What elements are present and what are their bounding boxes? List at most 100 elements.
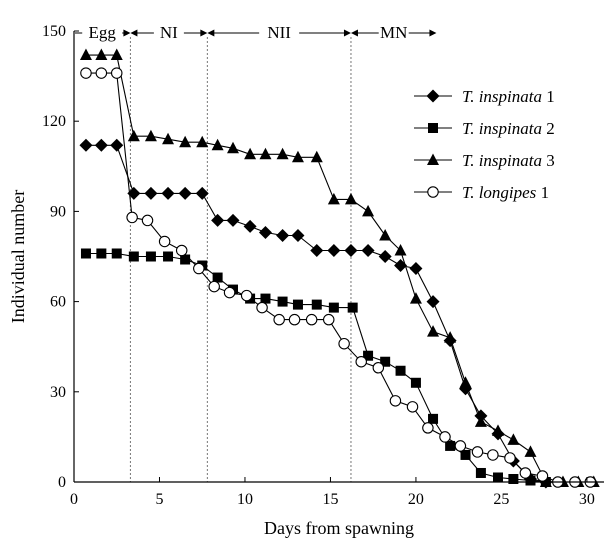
data-point: [389, 395, 402, 407]
legend-label: T. longipes 1: [462, 183, 549, 202]
axes: Days from spawning Individual number 0 30…: [8, 23, 604, 538]
data-point: [361, 243, 375, 257]
data-point: [292, 299, 303, 310]
data-point: [259, 147, 272, 160]
data-point: [180, 254, 191, 265]
data-point: [110, 138, 124, 152]
data-point: [362, 204, 375, 217]
data-point: [327, 243, 341, 257]
data-point: [445, 440, 456, 451]
data-point: [95, 67, 108, 79]
data-point: [128, 251, 139, 262]
data-point: [395, 365, 406, 376]
stage-band: Egg NI NII MN: [75, 21, 437, 482]
data-point: [310, 243, 324, 257]
data-point: [179, 135, 192, 148]
data-point: [427, 325, 440, 337]
stage-label: MN: [380, 23, 407, 42]
x-tick-label: 5: [155, 491, 163, 508]
legend-label: T. inspinata 3: [462, 151, 555, 170]
data-point: [144, 129, 157, 142]
x-tick-label: 30: [579, 491, 595, 508]
y-axis-title: Individual number: [8, 190, 28, 323]
y-tick-label: 90: [50, 203, 66, 220]
data-point: [195, 186, 209, 200]
data-point: [277, 296, 288, 307]
data-point: [471, 446, 484, 458]
data-point: [127, 129, 140, 142]
data-point: [327, 192, 340, 205]
stage-nii: NII: [206, 21, 351, 482]
data-point: [380, 356, 391, 367]
y-tick-label: 30: [50, 384, 66, 401]
data-point: [428, 413, 439, 424]
data-point: [507, 433, 520, 445]
data-point: [110, 67, 123, 79]
legend-entry: T. inspinata 1: [414, 87, 555, 106]
y-tick-label: 60: [50, 294, 66, 311]
data-point: [244, 147, 257, 160]
stage-label: NII: [267, 23, 291, 42]
series-4: [80, 67, 597, 488]
data-point: [305, 313, 318, 326]
data-point: [474, 415, 487, 427]
data-point: [406, 401, 419, 413]
data-point: [212, 272, 223, 283]
data-point: [144, 186, 158, 200]
data-point: [344, 192, 357, 205]
data-point: [110, 48, 123, 61]
data-point: [410, 377, 421, 388]
data-point: [79, 48, 92, 61]
data-point: [80, 67, 92, 79]
stage-label: Egg: [89, 23, 117, 42]
data-point: [310, 150, 323, 163]
y-tick-label: 120: [42, 113, 66, 130]
data-point: [196, 135, 209, 148]
x-tick-label: 20: [408, 491, 424, 508]
data-point: [162, 132, 175, 145]
data-point: [422, 422, 434, 434]
data-point: [95, 48, 108, 61]
data-point: [80, 248, 91, 259]
data-point: [460, 449, 471, 460]
data-point: [256, 301, 268, 314]
legend-entry: T. inspinata 2: [414, 119, 555, 138]
series-3: [79, 48, 600, 487]
data-point: [428, 123, 438, 133]
data-point: [536, 470, 549, 482]
data-point: [223, 286, 236, 299]
data-point: [426, 295, 440, 309]
data-point: [291, 150, 304, 163]
data-point: [322, 313, 335, 326]
legend-entry: T. inspinata 3: [414, 151, 555, 170]
data-point: [240, 289, 253, 302]
data-point: [260, 293, 271, 304]
data-point: [94, 138, 108, 152]
data-point: [145, 251, 156, 262]
data-point: [475, 467, 486, 478]
data-point: [409, 262, 423, 276]
data-point: [394, 243, 407, 256]
data-point: [126, 211, 138, 224]
data-point: [504, 452, 516, 464]
data-point: [193, 262, 205, 275]
data-point: [487, 449, 499, 461]
y-tick-label: 150: [42, 23, 66, 40]
data-point: [525, 475, 536, 486]
data-point: [493, 472, 503, 483]
data-point: [519, 467, 532, 479]
x-tick-label: 0: [70, 491, 78, 508]
data-point: [276, 228, 290, 242]
data-point: [444, 331, 457, 343]
data-point: [211, 138, 224, 151]
data-point: [379, 228, 392, 241]
stage-ni: NI: [129, 21, 208, 482]
plot-area: [79, 48, 600, 489]
legend-label: T. inspinata 1: [462, 87, 555, 106]
stage-egg: Egg: [75, 21, 131, 42]
legend-entry: T. longipes 1: [414, 183, 549, 202]
data-point: [338, 337, 350, 350]
data-point: [127, 186, 141, 200]
x-tick-label: 25: [493, 491, 509, 508]
data-point: [111, 248, 122, 259]
